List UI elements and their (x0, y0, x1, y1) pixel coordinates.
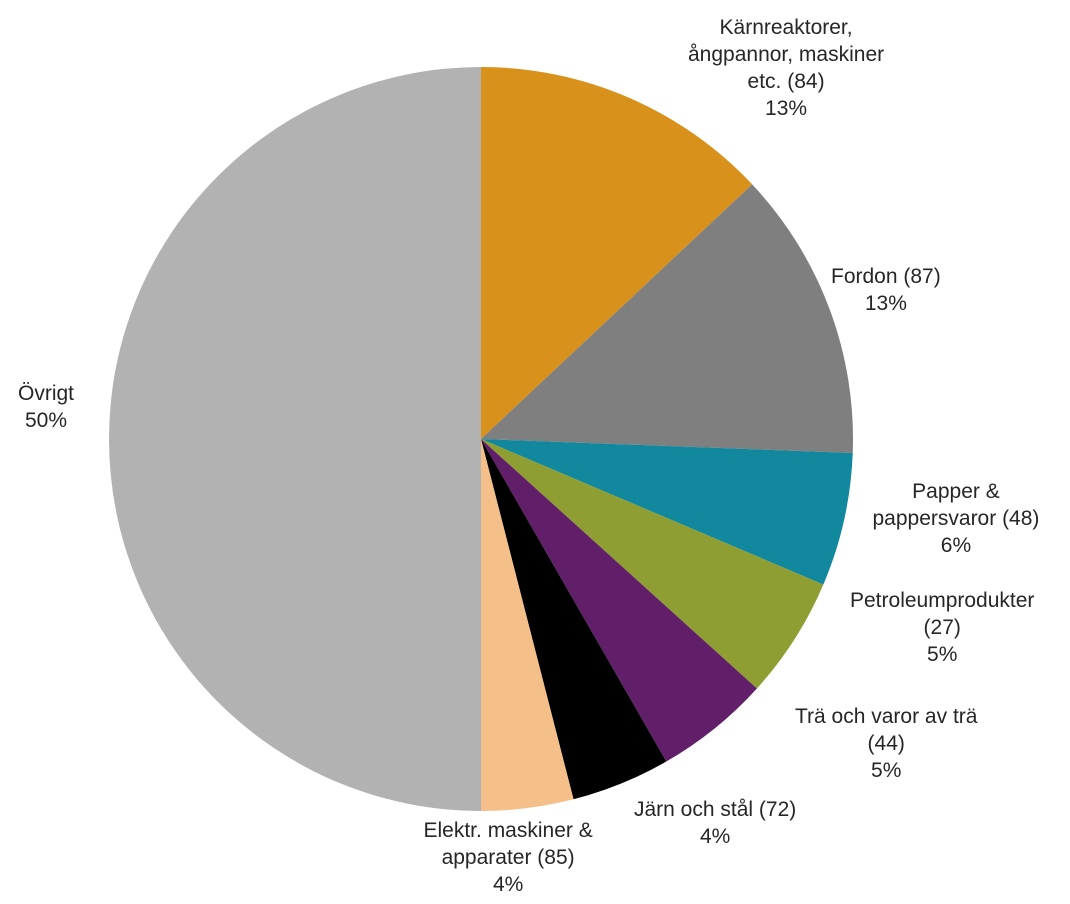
slice-label-line: Petroleumprodukter (850, 589, 1035, 612)
slice-percent-label: 5% (871, 759, 902, 782)
slice-label-line: pappersvaror (48) (872, 507, 1040, 530)
slice-percent-label: 6% (940, 534, 972, 557)
slice-percent-label: 4% (699, 825, 731, 848)
pie-slice-karnreaktorer-angpannor-maskiner-etc-84 (481, 66, 753, 439)
slice-label-line: Övrigt (18, 382, 75, 405)
slice-label-line: Papper & (912, 480, 1000, 503)
slice-label-tra-och-varor-av-tra-44: Trä och varor av trä (44) 5% (795, 703, 977, 784)
slice-label-line: Fordon (87) (831, 265, 941, 288)
slice-label-line: etc. (84) (747, 70, 825, 93)
slice-label-line: ångpannor, maskiner (688, 43, 885, 66)
pie-slice-petroleumprodukter-27 (481, 439, 824, 689)
pie-slice-jarn-och-stal-72 (481, 439, 667, 800)
slice-label-line: Järn och stål (72) (634, 798, 797, 821)
slice-label-line: Kärnreaktorer, (719, 16, 853, 39)
slice-percent-label: 50% (24, 409, 68, 432)
slice-percent-label: 13% (765, 97, 808, 120)
slice-label-line: Elektr. maskiner & (423, 819, 593, 842)
slice-label-line: (44) (867, 732, 905, 755)
pie-slice-ovrigt (109, 67, 481, 811)
slice-percent-label: 5% (927, 643, 958, 666)
slice-label-line: Trä och varor av trä (795, 705, 978, 728)
pie-slice-tra-och-varor-av-tra-44 (481, 439, 757, 762)
slice-label-karnreaktorer-angpannor-maskiner-etc-84: Kärnreaktorer, ångpannor, maskiner etc. (8… (688, 14, 884, 122)
slice-label-line: apparater (85) (441, 846, 575, 869)
slice-label-jarn-och-stal-72: Järn och stål (72) 4% (634, 796, 796, 850)
slice-label-petroleumprodukter-27: Petroleumprodukter (27) 5% (850, 587, 1034, 668)
slice-label-fordon-87: Fordon (87) 13% (831, 263, 941, 317)
slice-label-papper-pappersvaror-48: Papper & pappersvaror (48) 6% (873, 478, 1040, 559)
slice-percent-label: 4% (492, 873, 524, 896)
slice-label-elektr-maskiner-apparater-85: Elektr. maskiner & apparater (85) 4% (424, 817, 593, 898)
slice-label-ovrigt: Övrigt 50% (18, 380, 74, 434)
slice-percent-label: 13% (864, 292, 907, 315)
pie-slice-elektr-maskiner-apparater-85 (481, 439, 574, 811)
pie-slice-papper-pappersvaror-48 (481, 439, 853, 585)
pie-slice-fordon-87 (481, 184, 854, 454)
slice-label-line: (27) (923, 616, 961, 639)
